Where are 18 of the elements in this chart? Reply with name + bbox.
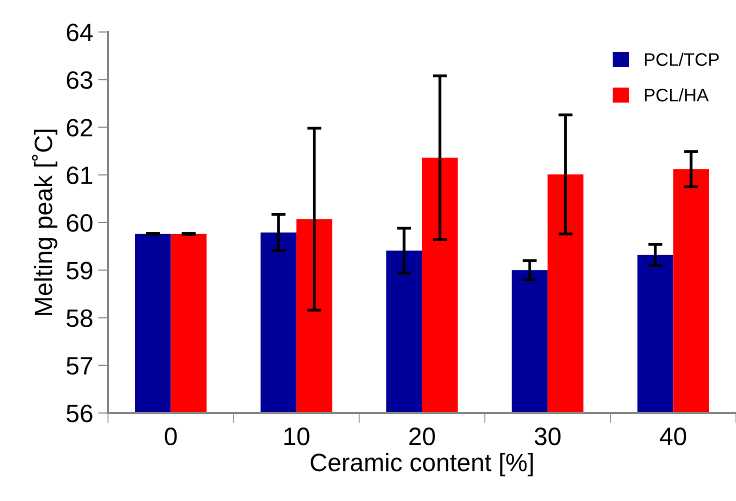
x-tick-label: 0 — [164, 428, 177, 446]
legend-label: PCL/TCP — [644, 52, 719, 66]
y-tick-label: 60 — [66, 214, 92, 232]
x-tick-label: 20 — [409, 428, 435, 446]
x-tick-label: 40 — [660, 428, 686, 446]
y-tick-label: 64 — [66, 24, 93, 42]
y-tick-label: 58 — [66, 309, 92, 328]
y-tick-label: 62 — [66, 118, 92, 137]
y-axis-title: Melting peak [˚C] — [32, 130, 58, 315]
legend-label: PCL/HA — [644, 88, 709, 102]
y-tick-label: 61 — [66, 166, 92, 184]
y-tick-label: 57 — [66, 357, 92, 375]
y-tick-label: 63 — [66, 71, 92, 89]
x-tick-label: 10 — [284, 428, 310, 446]
y-tick-label: 59 — [66, 262, 92, 280]
y-tick-label: 56 — [66, 404, 92, 422]
x-axis-title: Ceramic content [%] — [310, 452, 533, 476]
x-tick-label: 30 — [534, 428, 561, 446]
